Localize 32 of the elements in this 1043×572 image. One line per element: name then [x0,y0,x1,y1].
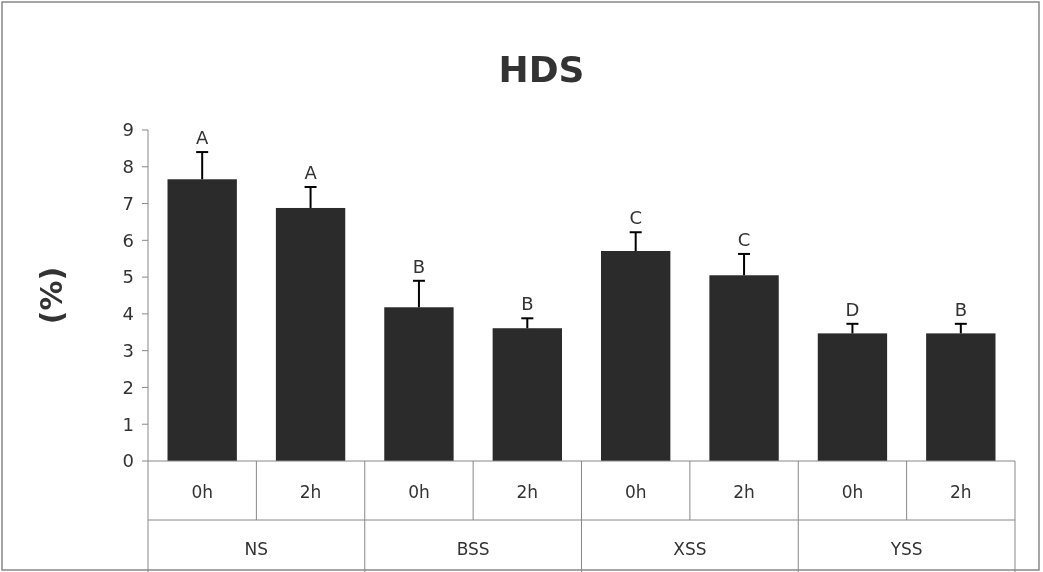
x-tick-label: 2h [516,482,539,502]
text: YSS [889,539,923,559]
y-tick-label: 5 [122,266,134,288]
x-tick-label: 2h [950,482,972,502]
y-tick-label: 0 [122,450,134,472]
x-tick-label: 0h [624,482,647,502]
y-axis-title: (%) [34,266,69,325]
x-tick-label: 0h [841,482,864,502]
data-label: B [954,298,967,320]
text: XSS [673,539,707,559]
y-tick-label: 9 [122,119,134,141]
x-tick-label: 2h [299,482,322,502]
data-label: B [412,255,426,277]
x-tick-label: 0h [408,482,430,502]
y-tick-label: 7 [122,192,134,214]
text: NS [244,539,269,559]
y-tick-label: 2 [122,376,134,398]
chart-title: HDS [498,49,585,90]
data-label: D [845,298,860,320]
data-label: A [196,127,210,149]
x-tick-label: 2h [733,482,755,502]
y-tick-label: 1 [122,413,134,435]
data-label: C [737,228,751,250]
y-tick-label: 3 [122,339,134,361]
data-label: A [304,162,318,184]
y-tick-label: 6 [122,229,134,251]
x-tick-label: 0h [191,482,213,502]
y-tick-label: 8 [122,156,134,178]
y-tick-label: 4 [122,303,134,325]
data-label: C [629,207,642,229]
data-label: B [521,293,534,315]
text: BSS [456,539,490,559]
